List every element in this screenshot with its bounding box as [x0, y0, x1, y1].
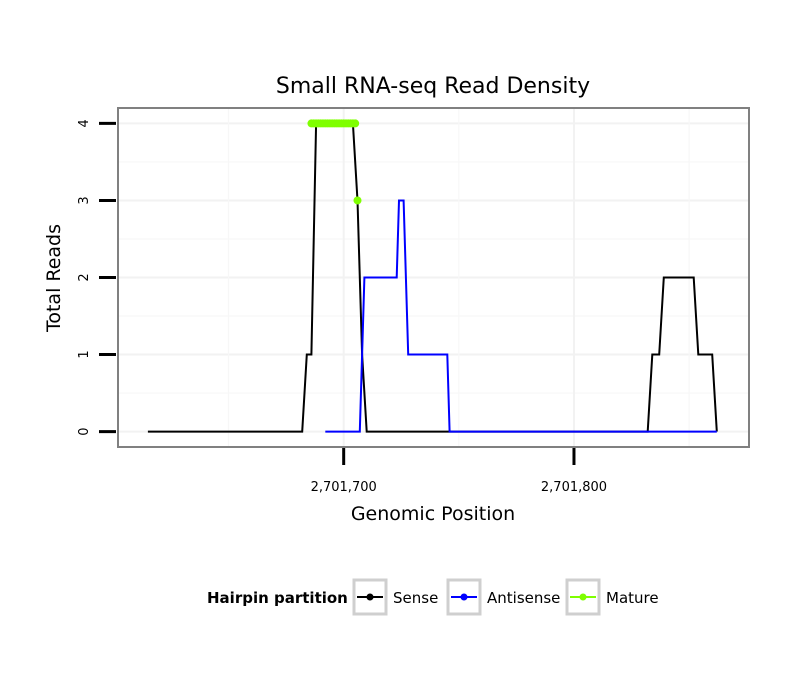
- y-tick-label: 2: [77, 273, 92, 281]
- legend-label-mature: Mature: [606, 589, 659, 607]
- legend-title: Hairpin partition: [207, 589, 348, 607]
- y-axis: 0 1 2 3 4: [77, 119, 116, 436]
- y-tick-label: 3: [77, 196, 92, 204]
- mature-point: [353, 196, 362, 205]
- x-axis: 2,701,700 2,701,800: [311, 448, 607, 495]
- x-axis-label: Genomic Position: [351, 503, 515, 525]
- legend-label-sense: Sense: [393, 589, 438, 607]
- plot-border: [117, 107, 750, 448]
- y-tick-label: 1: [77, 350, 92, 358]
- legend-dot-mature: [579, 593, 587, 601]
- y-axis-label: Total Reads: [43, 224, 65, 333]
- x-tick-label: 2,701,800: [541, 480, 607, 495]
- chart-title: Small RNA-seq Read Density: [276, 74, 590, 99]
- mature-point: [351, 119, 360, 128]
- x-tick-label: 2,701,700: [311, 480, 377, 495]
- legend-label-antisense: Antisense: [487, 589, 560, 607]
- y-tick-label: 0: [77, 427, 92, 435]
- legend-dot-antisense: [460, 593, 468, 601]
- legend: Hairpin partition Sense Antisense Mature: [207, 578, 659, 616]
- y-tick-label: 4: [77, 119, 92, 127]
- legend-dot-sense: [366, 593, 374, 601]
- series-layer: [147, 119, 718, 433]
- antisense-series-line: [325, 199, 717, 433]
- sense-series-line: [147, 122, 718, 433]
